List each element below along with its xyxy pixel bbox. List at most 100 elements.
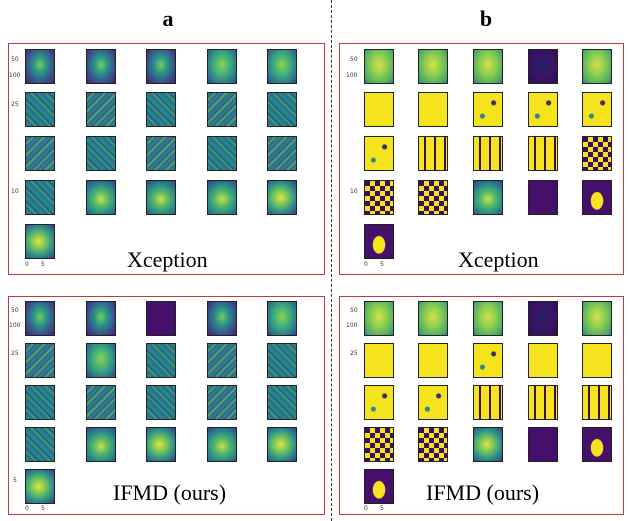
feature-map-tile — [25, 180, 55, 215]
tick-label: 25 — [350, 350, 358, 357]
feature-map-tile — [528, 301, 558, 336]
feature-map-tile — [473, 427, 503, 462]
feature-map-tile — [25, 427, 55, 462]
tick-label: 5 — [380, 505, 384, 512]
feature-map-tile — [207, 301, 237, 336]
feature-map-tile — [364, 343, 394, 378]
feature-map-tile — [473, 92, 503, 127]
feature-map-tile — [582, 49, 612, 84]
feature-map-grid: 50 100 10 0 5 — [340, 44, 623, 274]
feature-map-tile — [25, 469, 55, 504]
feature-map-tile — [473, 180, 503, 215]
tick-label: 0 — [364, 261, 368, 268]
feature-map-tile — [267, 385, 297, 420]
feature-map-tile — [418, 343, 448, 378]
feature-map-tile — [364, 469, 394, 504]
feature-map-tile — [582, 180, 612, 215]
panel-b-xception: 50 100 10 0 5 Xception — [339, 43, 624, 275]
feature-map-tile — [473, 136, 503, 171]
panel-label: Xception — [127, 247, 208, 272]
feature-map-tile — [582, 301, 612, 336]
feature-map-tile — [146, 343, 176, 378]
column-a-title: a — [162, 6, 174, 31]
feature-map-tile — [146, 427, 176, 462]
feature-map-tile — [528, 385, 558, 420]
feature-map-grid: 50 100 25 5 0 5 — [9, 297, 324, 514]
feature-map-tile — [582, 136, 612, 171]
panel-label: IFMD (ours) — [426, 480, 540, 505]
tick-label: 5 — [380, 261, 384, 268]
tick-label: 50 — [11, 307, 19, 314]
feature-map-tile — [207, 427, 237, 462]
feature-map-tile — [267, 301, 297, 336]
feature-map-tile — [528, 92, 558, 127]
tick-label: 0 — [25, 261, 29, 268]
feature-map-tile — [582, 92, 612, 127]
tick-label: 50 — [11, 56, 19, 63]
panel-a-ifmd: 50 100 25 5 0 5 IFMD (ours) — [8, 296, 325, 515]
feature-map-tile — [364, 49, 394, 84]
panel-a-xception: 50 100 25 10 0 5 Xception — [8, 43, 325, 275]
tick-label: 100 — [9, 322, 21, 329]
feature-map-tile — [364, 427, 394, 462]
tick-label: 100 — [346, 72, 358, 79]
tick-label: 100 — [346, 322, 358, 329]
feature-map-tile — [25, 385, 55, 420]
feature-map-tile — [86, 92, 116, 127]
feature-map-tile — [582, 343, 612, 378]
feature-map-tile — [207, 385, 237, 420]
feature-map-tile — [418, 385, 448, 420]
feature-map-tile — [146, 136, 176, 171]
tick-label: 100 — [9, 72, 21, 79]
feature-map-tile — [528, 49, 558, 84]
panel-b-ifmd: 50 100 25 0 5 IFMD (ours) — [339, 296, 624, 515]
feature-map-tile — [418, 136, 448, 171]
feature-map-tile — [418, 180, 448, 215]
feature-map-tile — [528, 343, 558, 378]
feature-map-tile — [364, 180, 394, 215]
feature-map-tile — [207, 92, 237, 127]
panel-label: Xception — [458, 247, 539, 272]
feature-map-tile — [364, 224, 394, 259]
feature-map-tile — [528, 180, 558, 215]
tick-label: 5 — [13, 477, 17, 484]
feature-map-tile — [25, 136, 55, 171]
feature-map-tile — [418, 49, 448, 84]
feature-map-tile — [86, 343, 116, 378]
feature-map-tile — [25, 301, 55, 336]
feature-map-tile — [528, 136, 558, 171]
feature-map-tile — [418, 92, 448, 127]
feature-map-grid: 50 100 25 0 5 — [340, 297, 623, 514]
tick-label: 10 — [11, 188, 19, 195]
feature-map-tile — [146, 180, 176, 215]
feature-map-tile — [267, 92, 297, 127]
feature-map-tile — [86, 427, 116, 462]
feature-map-tile — [528, 427, 558, 462]
feature-map-tile — [207, 49, 237, 84]
feature-map-tile — [25, 49, 55, 84]
feature-map-tile — [86, 385, 116, 420]
feature-map-tile — [364, 92, 394, 127]
feature-map-tile — [582, 385, 612, 420]
tick-label: 25 — [11, 350, 19, 357]
feature-map-tile — [582, 427, 612, 462]
feature-map-tile — [418, 427, 448, 462]
feature-map-tile — [86, 49, 116, 84]
feature-map-tile — [473, 385, 503, 420]
feature-map-tile — [86, 180, 116, 215]
feature-map-tile — [86, 301, 116, 336]
feature-map-tile — [267, 136, 297, 171]
tick-label: 10 — [350, 188, 358, 195]
feature-map-tile — [146, 49, 176, 84]
tick-label: 5 — [41, 505, 45, 512]
feature-map-tile — [473, 49, 503, 84]
feature-map-tile — [25, 224, 55, 259]
feature-map-grid: 50 100 25 10 0 5 — [9, 44, 324, 274]
tick-label: 25 — [11, 101, 19, 108]
feature-map-tile — [364, 136, 394, 171]
tick-label: 0 — [25, 505, 29, 512]
feature-map-tile — [207, 136, 237, 171]
column-b-title: b — [479, 6, 493, 31]
tick-label: 50 — [350, 56, 358, 63]
panel-label: IFMD (ours) — [113, 480, 227, 505]
